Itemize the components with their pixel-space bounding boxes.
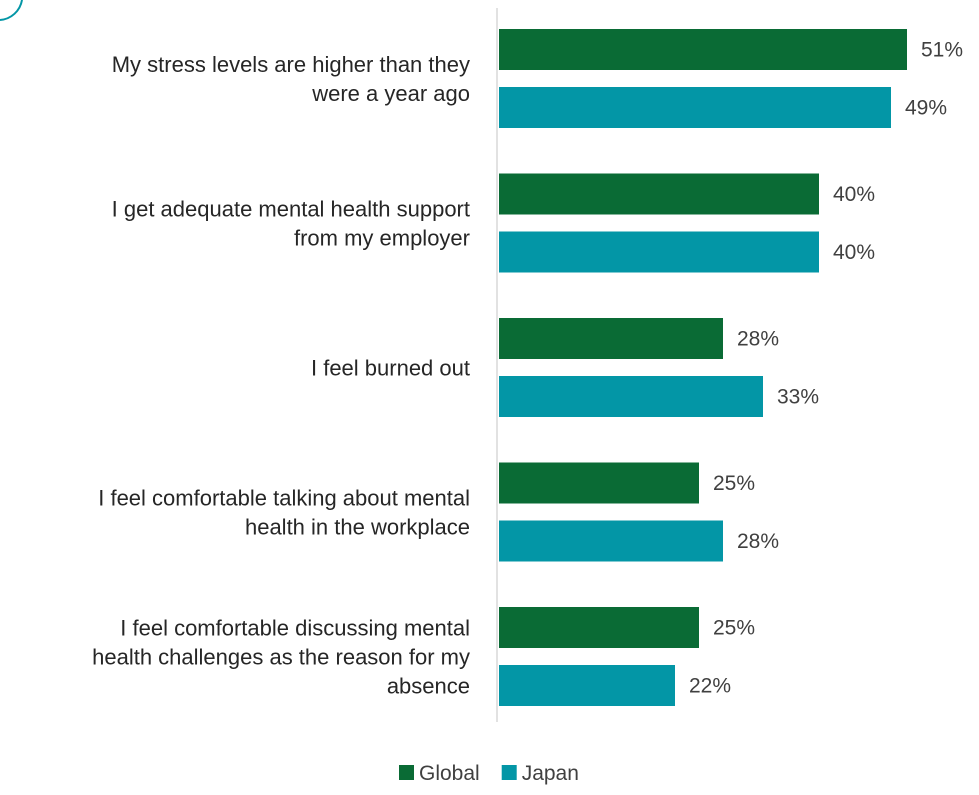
bar-japan — [499, 376, 763, 417]
category-label: My stress levels are higher than they — [112, 52, 470, 77]
value-label: 40% — [833, 183, 875, 206]
category-labels: My stress levels are higher than they wer… — [92, 52, 470, 699]
category-label: I feel comfortable discussing mental — [120, 616, 470, 641]
value-label: 33% — [777, 386, 819, 409]
value-label: 49% — [905, 97, 947, 120]
category-label: health in the workplace — [245, 515, 470, 540]
value-labels: 51% 49% 40% 40% 28% 33% 25% 28% 25% 22% — [689, 39, 963, 698]
category-label: were a year ago — [311, 81, 470, 106]
legend-label-japan: Japan — [522, 762, 579, 785]
category-label: I get adequate mental health support — [112, 197, 470, 222]
category-label: I feel comfortable talking about mental — [98, 486, 470, 511]
bar-japan — [499, 87, 891, 128]
bar-japan — [499, 665, 675, 706]
value-label: 28% — [737, 530, 779, 553]
value-label: 25% — [713, 472, 755, 495]
legend-label-global: Global — [419, 762, 480, 785]
value-label: 25% — [713, 617, 755, 640]
category-label: health challenges as the reason for my — [92, 645, 470, 670]
corner-circle-decoration — [0, 0, 23, 21]
value-label: 51% — [921, 39, 963, 62]
bar-global — [499, 318, 723, 359]
legend: Global Japan — [399, 762, 579, 785]
value-label: 28% — [737, 328, 779, 351]
legend-swatch-global — [399, 765, 414, 780]
bar-global — [499, 462, 699, 504]
value-label: 40% — [833, 241, 875, 264]
bar-global — [499, 607, 699, 648]
category-label: from my employer — [294, 226, 470, 251]
bar-japan — [499, 520, 723, 562]
bar-japan — [499, 231, 819, 273]
category-label: absence — [387, 674, 470, 699]
value-label: 22% — [689, 675, 731, 698]
legend-swatch-japan — [501, 765, 517, 780]
bar-global — [499, 173, 819, 215]
category-label: I feel burned out — [311, 356, 470, 381]
bar-global — [499, 29, 907, 70]
bars — [499, 29, 907, 706]
